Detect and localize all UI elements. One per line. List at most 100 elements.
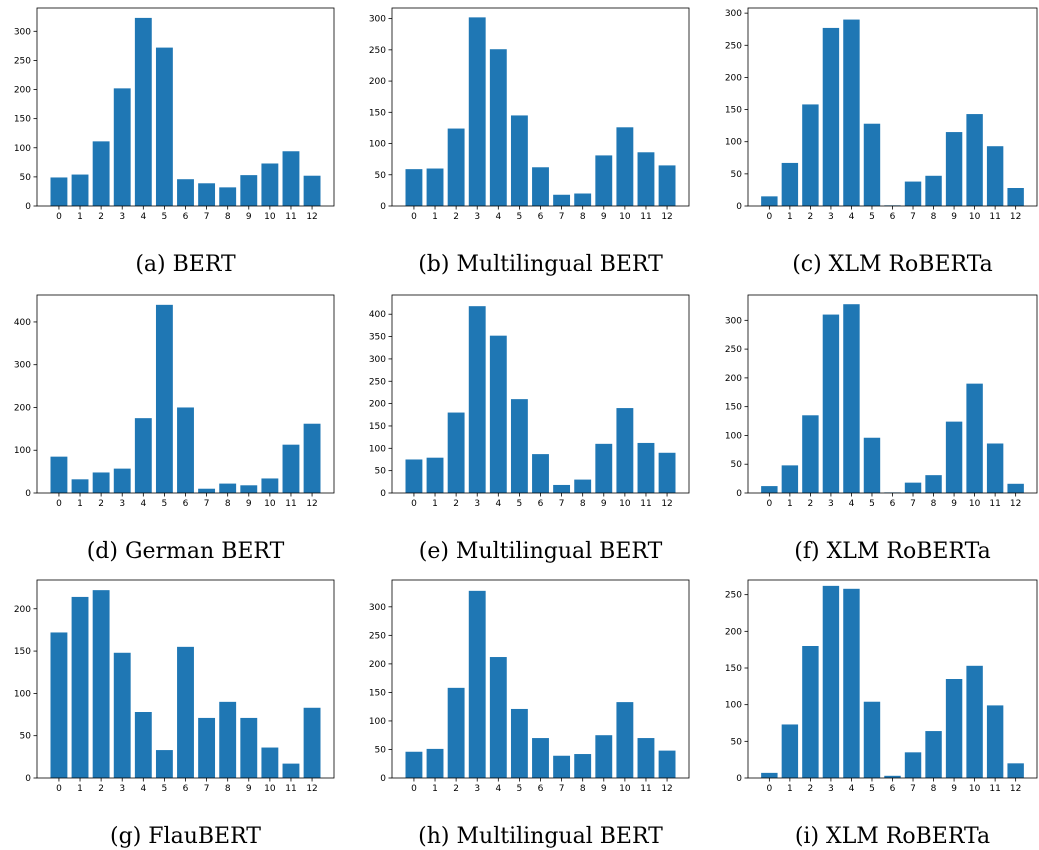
x-tick-label: 2 — [98, 784, 104, 794]
bar — [198, 183, 216, 206]
x-tick-label: 6 — [538, 784, 544, 794]
x-tick-label: 7 — [559, 784, 565, 794]
x-tick-label: 3 — [828, 499, 834, 509]
bar — [986, 705, 1004, 778]
bar — [843, 304, 860, 493]
axes-frame — [747, 579, 1038, 779]
y-tick-label: 100 — [369, 717, 386, 727]
bar — [92, 472, 110, 493]
x-tick-label: 0 — [766, 784, 772, 794]
y-tick-label: 400 — [14, 318, 31, 328]
x-tick-label: 4 — [849, 499, 855, 509]
x-tick-label: 10 — [969, 499, 981, 509]
x-tick-label: 12 — [1010, 212, 1021, 222]
bar — [553, 484, 571, 493]
caption: (d) German BERT — [87, 539, 285, 564]
y-tick-label: 300 — [369, 603, 386, 613]
y-tick-label: 100 — [14, 144, 31, 154]
x-tick-label: 6 — [890, 784, 896, 794]
y-tick-label: 0 — [380, 489, 386, 499]
y-tick-label: 350 — [369, 333, 386, 343]
bar — [904, 482, 922, 493]
bar — [781, 724, 799, 778]
bar — [925, 731, 942, 778]
x-tick-label: 9 — [951, 784, 957, 794]
y-tick-label: 150 — [725, 403, 742, 413]
x-tick-label: 7 — [204, 784, 210, 794]
x-tick-label: 5 — [162, 212, 168, 222]
bar — [986, 146, 1004, 206]
bar — [761, 196, 778, 206]
y-tick-label: 250 — [369, 631, 386, 641]
bar — [658, 750, 676, 778]
x-tick-label: 0 — [411, 212, 417, 222]
axes-frame — [391, 579, 690, 779]
x-tick-label: 10 — [619, 499, 631, 509]
x-tick-label: 4 — [140, 784, 146, 794]
bar — [510, 399, 528, 493]
x-tick-label: 0 — [766, 212, 772, 222]
y-tick-label: 150 — [725, 664, 742, 674]
bar — [219, 701, 237, 778]
y-tick-label: 100 — [369, 444, 386, 454]
bar — [802, 646, 819, 778]
bar — [925, 175, 942, 206]
bar — [426, 748, 444, 778]
y-tick-label: 150 — [14, 647, 31, 657]
bar — [134, 712, 152, 778]
bar — [468, 590, 486, 778]
y-tick-label: 0 — [25, 774, 31, 784]
x-tick-label: 3 — [474, 212, 480, 222]
x-tick-label: 11 — [640, 784, 651, 794]
bar — [405, 169, 423, 206]
y-tick-label: 200 — [14, 86, 31, 96]
x-tick-label: 2 — [808, 784, 814, 794]
x-tick-label: 10 — [264, 784, 276, 794]
bar — [781, 465, 799, 493]
x-tick-label: 8 — [931, 784, 937, 794]
x-tick-label: 10 — [619, 212, 631, 222]
x-tick-label: 0 — [411, 499, 417, 509]
bar — [92, 141, 110, 206]
y-tick-label: 0 — [25, 489, 31, 499]
y-tick-label: 200 — [369, 77, 386, 87]
x-tick-label: 1 — [432, 784, 438, 794]
x-tick-label: 9 — [246, 212, 252, 222]
bar — [945, 132, 963, 206]
bar — [904, 752, 922, 778]
bar — [802, 415, 819, 493]
x-tick-label: 6 — [890, 499, 896, 509]
bar — [945, 421, 963, 493]
x-tick-label: 3 — [828, 784, 834, 794]
bar — [177, 179, 194, 206]
x-tick-label: 2 — [808, 212, 814, 222]
x-tick-label: 9 — [601, 212, 607, 222]
bar — [282, 763, 300, 778]
bar — [637, 738, 655, 778]
bar — [71, 479, 89, 493]
x-tick-label: 9 — [601, 784, 607, 794]
x-tick-label: 12 — [661, 499, 672, 509]
x-tick-label: 1 — [77, 499, 83, 509]
y-tick-label: 50 — [20, 173, 32, 183]
x-tick-label: 12 — [306, 212, 317, 222]
x-tick-label: 4 — [495, 499, 501, 509]
bar — [426, 457, 444, 493]
bar — [843, 588, 860, 778]
bar — [240, 717, 258, 778]
x-tick-label: 6 — [538, 499, 544, 509]
y-tick-label: 50 — [375, 467, 387, 477]
x-tick-label: 0 — [56, 212, 62, 222]
y-tick-label: 300 — [725, 316, 742, 326]
y-tick-label: 150 — [369, 422, 386, 432]
x-tick-label: 1 — [77, 212, 83, 222]
bar — [71, 596, 89, 778]
x-tick-label: 5 — [517, 212, 523, 222]
bar — [50, 632, 68, 778]
x-tick-label: 12 — [306, 499, 317, 509]
bar — [966, 114, 983, 206]
bar — [489, 657, 507, 778]
x-tick-label: 12 — [661, 212, 672, 222]
x-tick-label: 0 — [411, 784, 417, 794]
x-tick-label: 11 — [285, 212, 296, 222]
